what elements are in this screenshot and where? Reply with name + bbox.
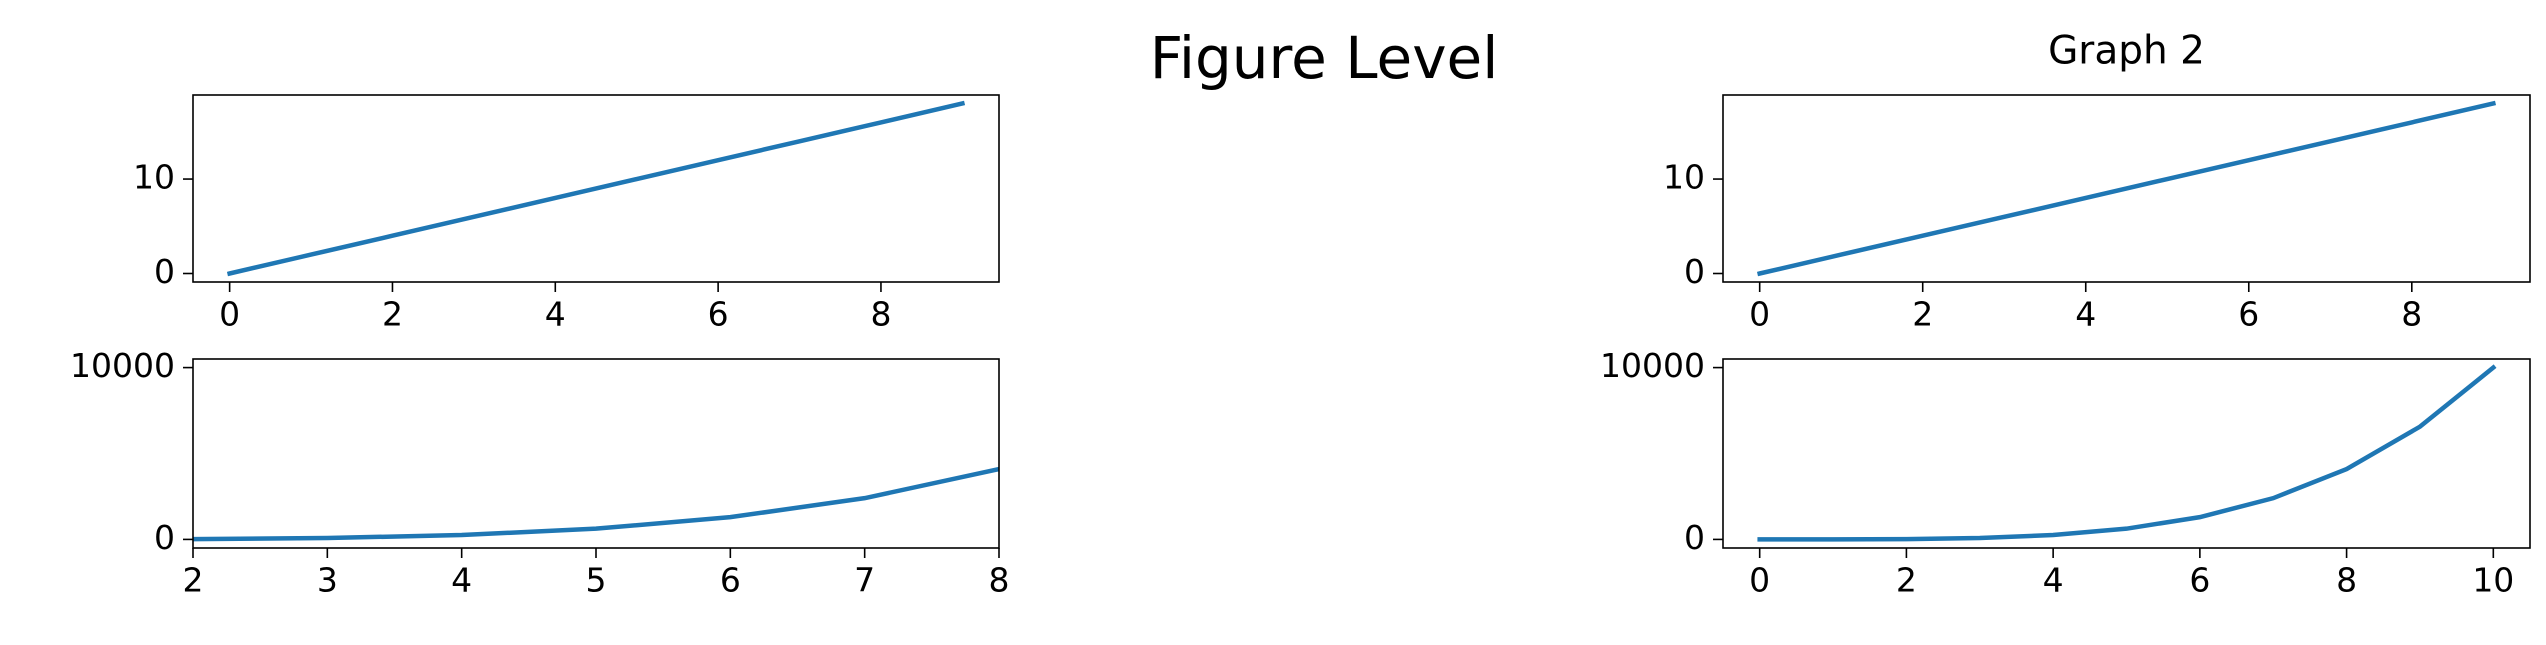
y-tick-label: 0 (154, 252, 175, 291)
x-tick-label: 6 (720, 561, 741, 600)
axes-frame (192, 94, 1000, 283)
y-tick-label: 10000 (70, 346, 175, 385)
x-tick-label: 8 (2336, 561, 2357, 600)
y-tick-label: 10 (1663, 158, 1705, 197)
x-tick-label: 10 (2472, 561, 2514, 600)
x-tick-label: 4 (2043, 561, 2064, 600)
x-tick-label: 0 (1749, 561, 1770, 600)
figure-title: Figure Level (1150, 24, 1499, 92)
x-tick-label: 0 (219, 295, 240, 334)
x-tick-label: 6 (708, 295, 729, 334)
x-tick-label: 2 (1912, 295, 1933, 334)
subplot: Graph 2 0 2 4 6 8 0 10 (1663, 29, 2531, 334)
y-tick-label: 10 (133, 158, 175, 197)
x-tick-label: 4 (545, 295, 566, 334)
y-tick-label: 0 (1684, 252, 1705, 291)
x-tick-label: 8 (2401, 295, 2422, 334)
y-tick-label: 0 (154, 518, 175, 557)
axes-frame (192, 358, 1000, 549)
subplot: 0 2 4 6 8 0 10 (133, 94, 1000, 334)
x-tick-label: 6 (2238, 295, 2259, 334)
x-tick-label: 8 (870, 295, 891, 334)
line (1756, 100, 2497, 277)
x-tick-label: 2 (183, 561, 204, 600)
x-tick-label: 7 (854, 561, 875, 600)
x-tick-label: 3 (317, 561, 338, 600)
x-tick-label: 4 (451, 561, 472, 600)
subplot-title: Graph 2 (2048, 29, 2205, 74)
x-tick-label: 4 (2075, 295, 2096, 334)
x-tick-label: 2 (382, 295, 403, 334)
axes-frame (1722, 358, 2531, 549)
x-tick-label: 5 (586, 561, 607, 600)
y-tick-label: 10000 (1600, 346, 1705, 385)
x-tick-label: 8 (989, 561, 1010, 600)
line (193, 466, 999, 542)
x-tick-label: 2 (1896, 561, 1917, 600)
x-tick-label: 0 (1749, 295, 1770, 334)
subplot: 0 2 4 6 8 10 0 10000 (1600, 346, 2531, 600)
subplot: 2 3 4 5 6 7 8 0 10000 (70, 346, 1010, 600)
y-tick-label: 0 (1684, 518, 1705, 557)
x-tick-label: 6 (2189, 561, 2210, 600)
line (1757, 364, 2497, 542)
line (226, 100, 966, 277)
axes-frame (1722, 94, 2531, 283)
